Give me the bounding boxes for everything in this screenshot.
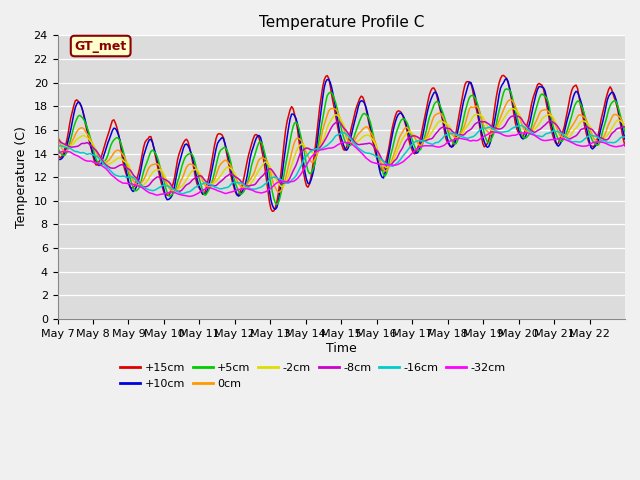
0cm	[275, 190, 282, 195]
-32cm	[347, 141, 355, 146]
+10cm	[502, 76, 510, 82]
+5cm	[73, 116, 81, 122]
-2cm	[91, 144, 99, 150]
-16cm	[347, 136, 355, 142]
+10cm	[91, 156, 99, 161]
-32cm	[620, 142, 627, 148]
-16cm	[54, 144, 61, 150]
0cm	[73, 129, 81, 134]
-8cm	[621, 124, 629, 130]
+5cm	[620, 124, 627, 130]
-16cm	[73, 149, 81, 155]
+15cm	[91, 159, 99, 165]
+15cm	[347, 127, 355, 132]
0cm	[545, 109, 553, 115]
-16cm	[620, 134, 627, 140]
-16cm	[178, 191, 186, 197]
+15cm	[460, 88, 467, 94]
-32cm	[460, 136, 467, 142]
0cm	[54, 136, 61, 142]
-32cm	[73, 153, 81, 158]
-2cm	[620, 121, 627, 127]
+5cm	[545, 105, 553, 111]
Line: +5cm: +5cm	[58, 89, 625, 204]
0cm	[620, 121, 627, 127]
Line: -2cm: -2cm	[58, 108, 625, 192]
+10cm	[460, 99, 467, 105]
-8cm	[91, 146, 99, 152]
+15cm	[621, 143, 629, 149]
-32cm	[186, 193, 193, 199]
Line: -16cm: -16cm	[58, 125, 625, 194]
-8cm	[545, 118, 553, 124]
+10cm	[347, 134, 355, 140]
-2cm	[509, 106, 516, 111]
+10cm	[621, 136, 629, 142]
Line: -8cm: -8cm	[58, 116, 625, 192]
+5cm	[621, 130, 629, 135]
+10cm	[73, 101, 81, 107]
Line: +15cm: +15cm	[58, 75, 625, 211]
Line: +10cm: +10cm	[58, 79, 625, 209]
0cm	[347, 140, 355, 146]
-32cm	[91, 160, 99, 166]
0cm	[507, 97, 515, 103]
+5cm	[502, 86, 510, 92]
-16cm	[545, 130, 553, 136]
0cm	[460, 126, 467, 132]
+10cm	[54, 155, 61, 161]
+5cm	[273, 202, 281, 207]
-8cm	[460, 132, 467, 138]
Text: GT_met: GT_met	[74, 39, 127, 52]
0cm	[621, 124, 629, 130]
+10cm	[620, 130, 627, 135]
+10cm	[271, 206, 279, 212]
-32cm	[621, 141, 629, 147]
-16cm	[460, 134, 467, 140]
+15cm	[620, 137, 627, 143]
+15cm	[500, 72, 508, 78]
+5cm	[91, 151, 99, 157]
-2cm	[460, 129, 467, 135]
+5cm	[347, 142, 355, 148]
-16cm	[621, 134, 629, 140]
Line: 0cm: 0cm	[58, 100, 625, 192]
-8cm	[73, 144, 81, 149]
+15cm	[545, 118, 553, 123]
-16cm	[518, 122, 525, 128]
-2cm	[545, 112, 553, 118]
-8cm	[347, 134, 355, 140]
-2cm	[621, 123, 629, 129]
+15cm	[73, 97, 81, 103]
-16cm	[91, 153, 99, 158]
-32cm	[490, 129, 497, 135]
Title: Temperature Profile C: Temperature Profile C	[259, 15, 424, 30]
-8cm	[620, 124, 627, 130]
-2cm	[347, 136, 355, 142]
-8cm	[54, 135, 61, 141]
+5cm	[54, 144, 61, 149]
-32cm	[54, 151, 61, 157]
-2cm	[54, 133, 61, 139]
-2cm	[73, 136, 81, 142]
+5cm	[460, 116, 467, 122]
Line: -32cm: -32cm	[58, 132, 625, 196]
X-axis label: Time: Time	[326, 342, 356, 355]
-8cm	[511, 113, 519, 119]
-2cm	[171, 189, 179, 194]
+15cm	[54, 150, 61, 156]
+15cm	[269, 208, 276, 214]
+10cm	[545, 111, 553, 117]
-8cm	[175, 189, 183, 194]
Y-axis label: Temperature (C): Temperature (C)	[15, 126, 28, 228]
-32cm	[545, 137, 553, 143]
Legend: +15cm, +10cm, +5cm, 0cm, -2cm, -8cm, -16cm, -32cm: +15cm, +10cm, +5cm, 0cm, -2cm, -8cm, -16…	[116, 359, 510, 393]
0cm	[91, 146, 99, 152]
